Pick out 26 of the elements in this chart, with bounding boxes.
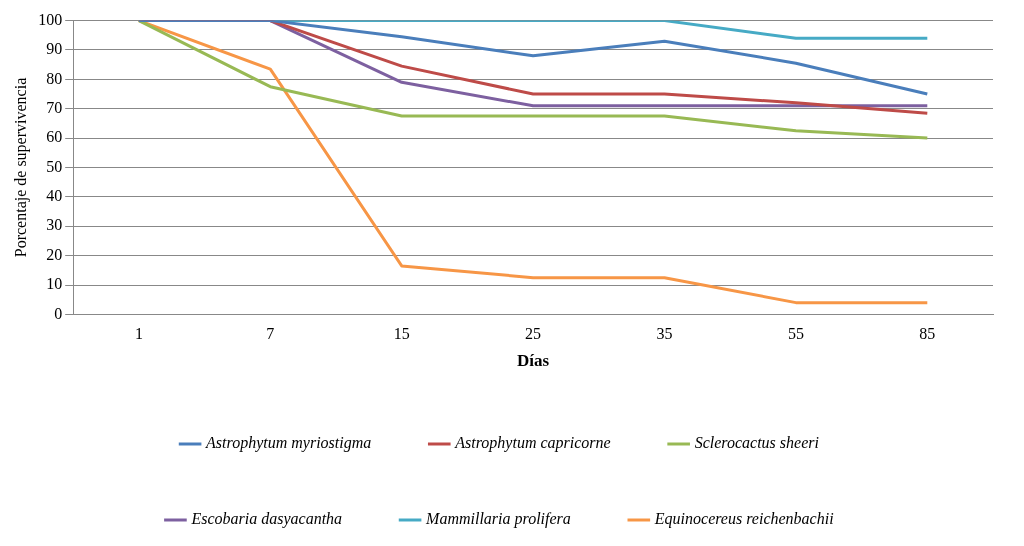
y-tick-label: 20 <box>46 245 63 263</box>
y-tick-label: 80 <box>46 69 63 87</box>
y-tick-label: 60 <box>46 128 63 146</box>
legend-label: Astrophytum capricorne <box>454 434 611 453</box>
y-tick-label: 30 <box>46 216 63 234</box>
y-tick-label: 50 <box>46 157 63 175</box>
legend-label: Sclerocactus sheeri <box>694 434 819 452</box>
legend-label: Escobaria dasyacantha <box>190 510 343 529</box>
y-tick-label: 100 <box>38 10 63 28</box>
y-tick-label: 10 <box>46 275 63 293</box>
y-tick-label: 90 <box>46 40 63 58</box>
x-tick-label: 55 <box>787 325 804 343</box>
legend-label: Astrophytum myriostigma <box>205 434 372 453</box>
y-tick-label: 40 <box>46 187 63 205</box>
x-tick-label: 15 <box>393 325 410 343</box>
x-tick-label: 7 <box>266 325 275 343</box>
legend-label: Equinocereus reichenbachii <box>653 510 834 529</box>
y-tick-label: 70 <box>46 98 63 116</box>
x-tick-label: 25 <box>525 325 542 343</box>
y-axis-title: Porcentaje de supervivencia <box>11 77 30 258</box>
x-axis-title: Días <box>517 351 550 371</box>
y-tick-label: 0 <box>54 304 63 322</box>
legend-label: Mammillaria prolifera <box>425 510 571 529</box>
x-tick-label: 1 <box>134 325 143 343</box>
x-tick-label: 35 <box>656 325 673 343</box>
x-tick-label: 85 <box>919 325 936 343</box>
